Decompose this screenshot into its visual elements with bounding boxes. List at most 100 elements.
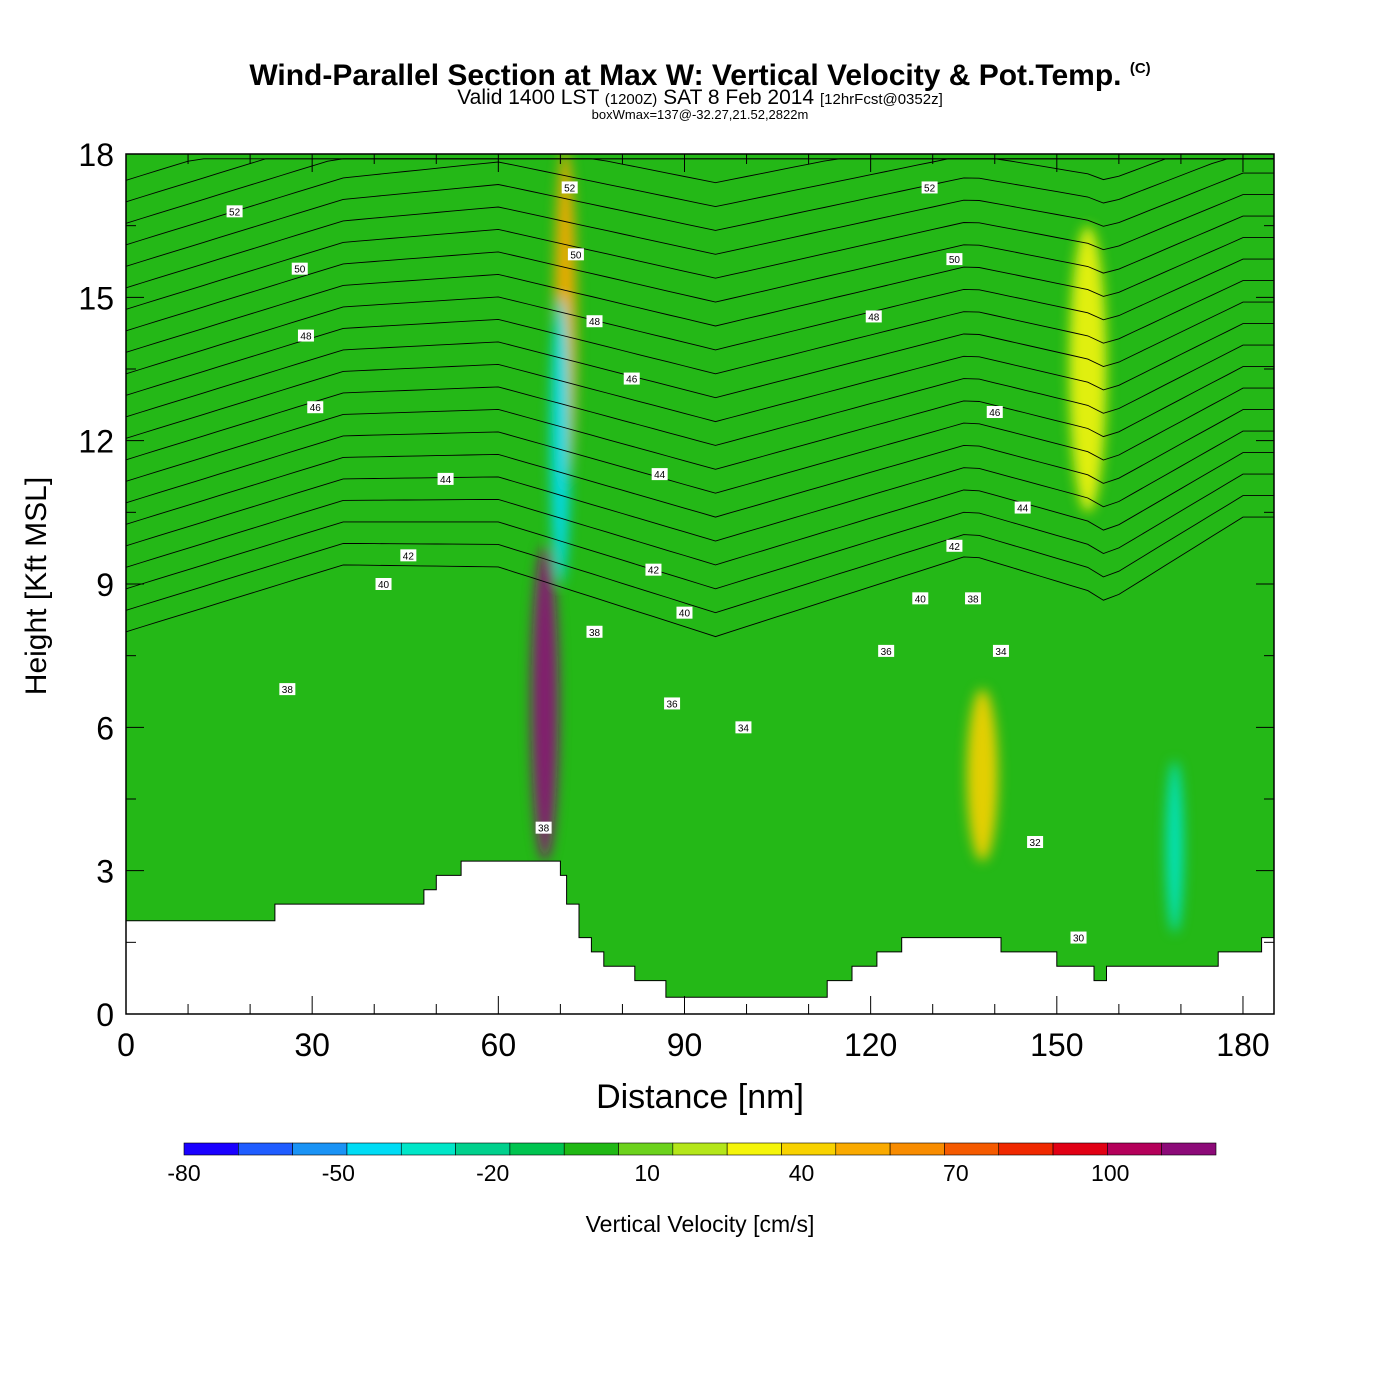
svg-text:44: 44 bbox=[654, 470, 666, 481]
colorbar-tick-label: -20 bbox=[476, 1160, 509, 1186]
colorbar-tick-label: -80 bbox=[167, 1160, 200, 1186]
theta-contour-line bbox=[126, 158, 1274, 246]
contour-label: 52 bbox=[921, 181, 938, 194]
contour-labels: 52 50 48 46 44 42 40 38 38 52 50 48 46 44 42 40 38 36 34 52… bbox=[226, 181, 1087, 945]
contour-label: 46 bbox=[623, 372, 640, 386]
svg-text:38: 38 bbox=[538, 824, 550, 835]
svg-text:46: 46 bbox=[310, 403, 322, 414]
y-tick-label: 15 bbox=[78, 280, 114, 316]
velocity-updraft-core bbox=[531, 545, 559, 862]
x-tick-label: 60 bbox=[481, 1027, 517, 1063]
subtitle-utc: (1200Z) bbox=[604, 91, 658, 108]
y-tick-label: 6 bbox=[96, 710, 114, 746]
colorbar-swatch bbox=[1161, 1142, 1217, 1156]
contour-label: 48 bbox=[865, 310, 882, 323]
svg-text:50: 50 bbox=[570, 250, 582, 261]
svg-text:52: 52 bbox=[229, 207, 241, 218]
x-tick-label: 180 bbox=[1216, 1027, 1269, 1063]
svg-text:38: 38 bbox=[282, 685, 294, 696]
chart-title: Wind-Parallel Section at Max W: Vertical… bbox=[0, 52, 1400, 93]
contour-label: 40 bbox=[676, 606, 693, 620]
contour-label: 50 bbox=[567, 248, 584, 261]
svg-text:36: 36 bbox=[881, 647, 893, 658]
colorbar-swatch bbox=[346, 1142, 402, 1156]
theta-contour-line bbox=[126, 258, 1274, 375]
colorbar-swatch bbox=[944, 1142, 1000, 1156]
contour-label: 30 bbox=[1070, 931, 1087, 945]
contour-label: 52 bbox=[226, 205, 243, 218]
svg-text:50: 50 bbox=[294, 265, 306, 276]
svg-text:40: 40 bbox=[915, 594, 927, 605]
contour-label: 44 bbox=[651, 468, 668, 481]
colorbar-swatch bbox=[455, 1142, 511, 1156]
colorbar-tick-label: 100 bbox=[1091, 1160, 1129, 1186]
colorbar-swatch bbox=[1052, 1142, 1108, 1156]
y-tick-label: 3 bbox=[96, 854, 114, 890]
colorbar-swatch bbox=[1107, 1142, 1162, 1156]
chart-subtitle: Valid 1400 LST (1200Z) SAT 8 Feb 2014 [1… bbox=[0, 86, 1400, 112]
colorbar-swatch bbox=[726, 1142, 782, 1156]
contour-label: 44 bbox=[437, 472, 454, 486]
svg-text:46: 46 bbox=[989, 408, 1001, 419]
contour-label: 52 bbox=[561, 181, 578, 194]
theta-contour-line bbox=[126, 473, 1274, 590]
x-tick-label: 0 bbox=[117, 1027, 135, 1063]
contour-label: 50 bbox=[291, 262, 308, 276]
subtitle-date: SAT 8 Feb 2014 bbox=[663, 86, 815, 109]
svg-text:48: 48 bbox=[589, 317, 601, 328]
copyright-mark: (C) bbox=[1129, 60, 1151, 77]
theta-contour-line bbox=[126, 344, 1274, 461]
colorbar-ticks: -80 -50 -20 10 40 70 100 bbox=[167, 1160, 1129, 1186]
x-tick-label: 150 bbox=[1030, 1027, 1083, 1063]
colorbar-swatch bbox=[672, 1142, 728, 1156]
colorbar-swatch bbox=[400, 1142, 456, 1156]
svg-text:48: 48 bbox=[300, 332, 312, 343]
colorbar-swatch bbox=[618, 1142, 674, 1156]
contour-label: 42 bbox=[645, 563, 662, 577]
x-axis-ticks: 0 30 60 90 120 150 180 bbox=[117, 154, 1270, 1063]
terrain-profile bbox=[126, 860, 1274, 1014]
svg-text:42: 42 bbox=[403, 551, 415, 562]
theta-contour-line bbox=[126, 237, 1274, 353]
svg-text:38: 38 bbox=[589, 628, 601, 639]
colorbar-tick-label: 40 bbox=[789, 1160, 815, 1186]
svg-text:42: 42 bbox=[949, 542, 961, 553]
theta-contours bbox=[126, 158, 1274, 638]
theta-contour-line bbox=[126, 194, 1274, 310]
x-tick-label: 120 bbox=[844, 1027, 897, 1063]
colorbar-swatch bbox=[781, 1142, 837, 1156]
svg-text:38: 38 bbox=[967, 594, 979, 605]
svg-text:44: 44 bbox=[440, 475, 452, 486]
svg-text:34: 34 bbox=[995, 647, 1007, 658]
y-tick-label: 0 bbox=[96, 997, 114, 1033]
velocity-yellow-band-east bbox=[1069, 225, 1107, 513]
contour-label: 40 bbox=[912, 592, 929, 605]
svg-text:50: 50 bbox=[949, 255, 961, 266]
contour-label: 40 bbox=[375, 578, 392, 591]
svg-text:30: 30 bbox=[1073, 934, 1085, 945]
velocity-yellow-patch-mid bbox=[966, 689, 998, 862]
contour-label: 48 bbox=[586, 315, 603, 328]
svg-text:52: 52 bbox=[924, 183, 936, 194]
colorbar-swatch bbox=[889, 1142, 945, 1156]
contour-label: 38 bbox=[279, 683, 296, 696]
colorbar-swatch bbox=[998, 1142, 1054, 1156]
theta-contour-line bbox=[126, 323, 1274, 439]
contour-label: 44 bbox=[1014, 501, 1031, 515]
subtitle-valid: Valid 1400 LST bbox=[457, 86, 599, 109]
svg-text:34: 34 bbox=[738, 723, 750, 734]
theta-contour-line bbox=[126, 215, 1274, 332]
colorbar-tick-label: -50 bbox=[322, 1160, 355, 1186]
contour-label: 50 bbox=[946, 253, 963, 266]
y-tick-label: 12 bbox=[78, 424, 114, 460]
colorbar-swatch bbox=[563, 1142, 619, 1156]
x-axis-label: Distance [nm] bbox=[596, 1078, 804, 1116]
contour-label: 36 bbox=[664, 697, 681, 710]
colorbar-tick-label: 70 bbox=[943, 1160, 969, 1186]
theta-contour-line bbox=[126, 158, 1274, 181]
contour-label: 48 bbox=[297, 329, 314, 343]
colorbar-label: Vertical Velocity [cm/s] bbox=[586, 1211, 815, 1237]
colorbar-tick-label: 10 bbox=[634, 1160, 660, 1186]
